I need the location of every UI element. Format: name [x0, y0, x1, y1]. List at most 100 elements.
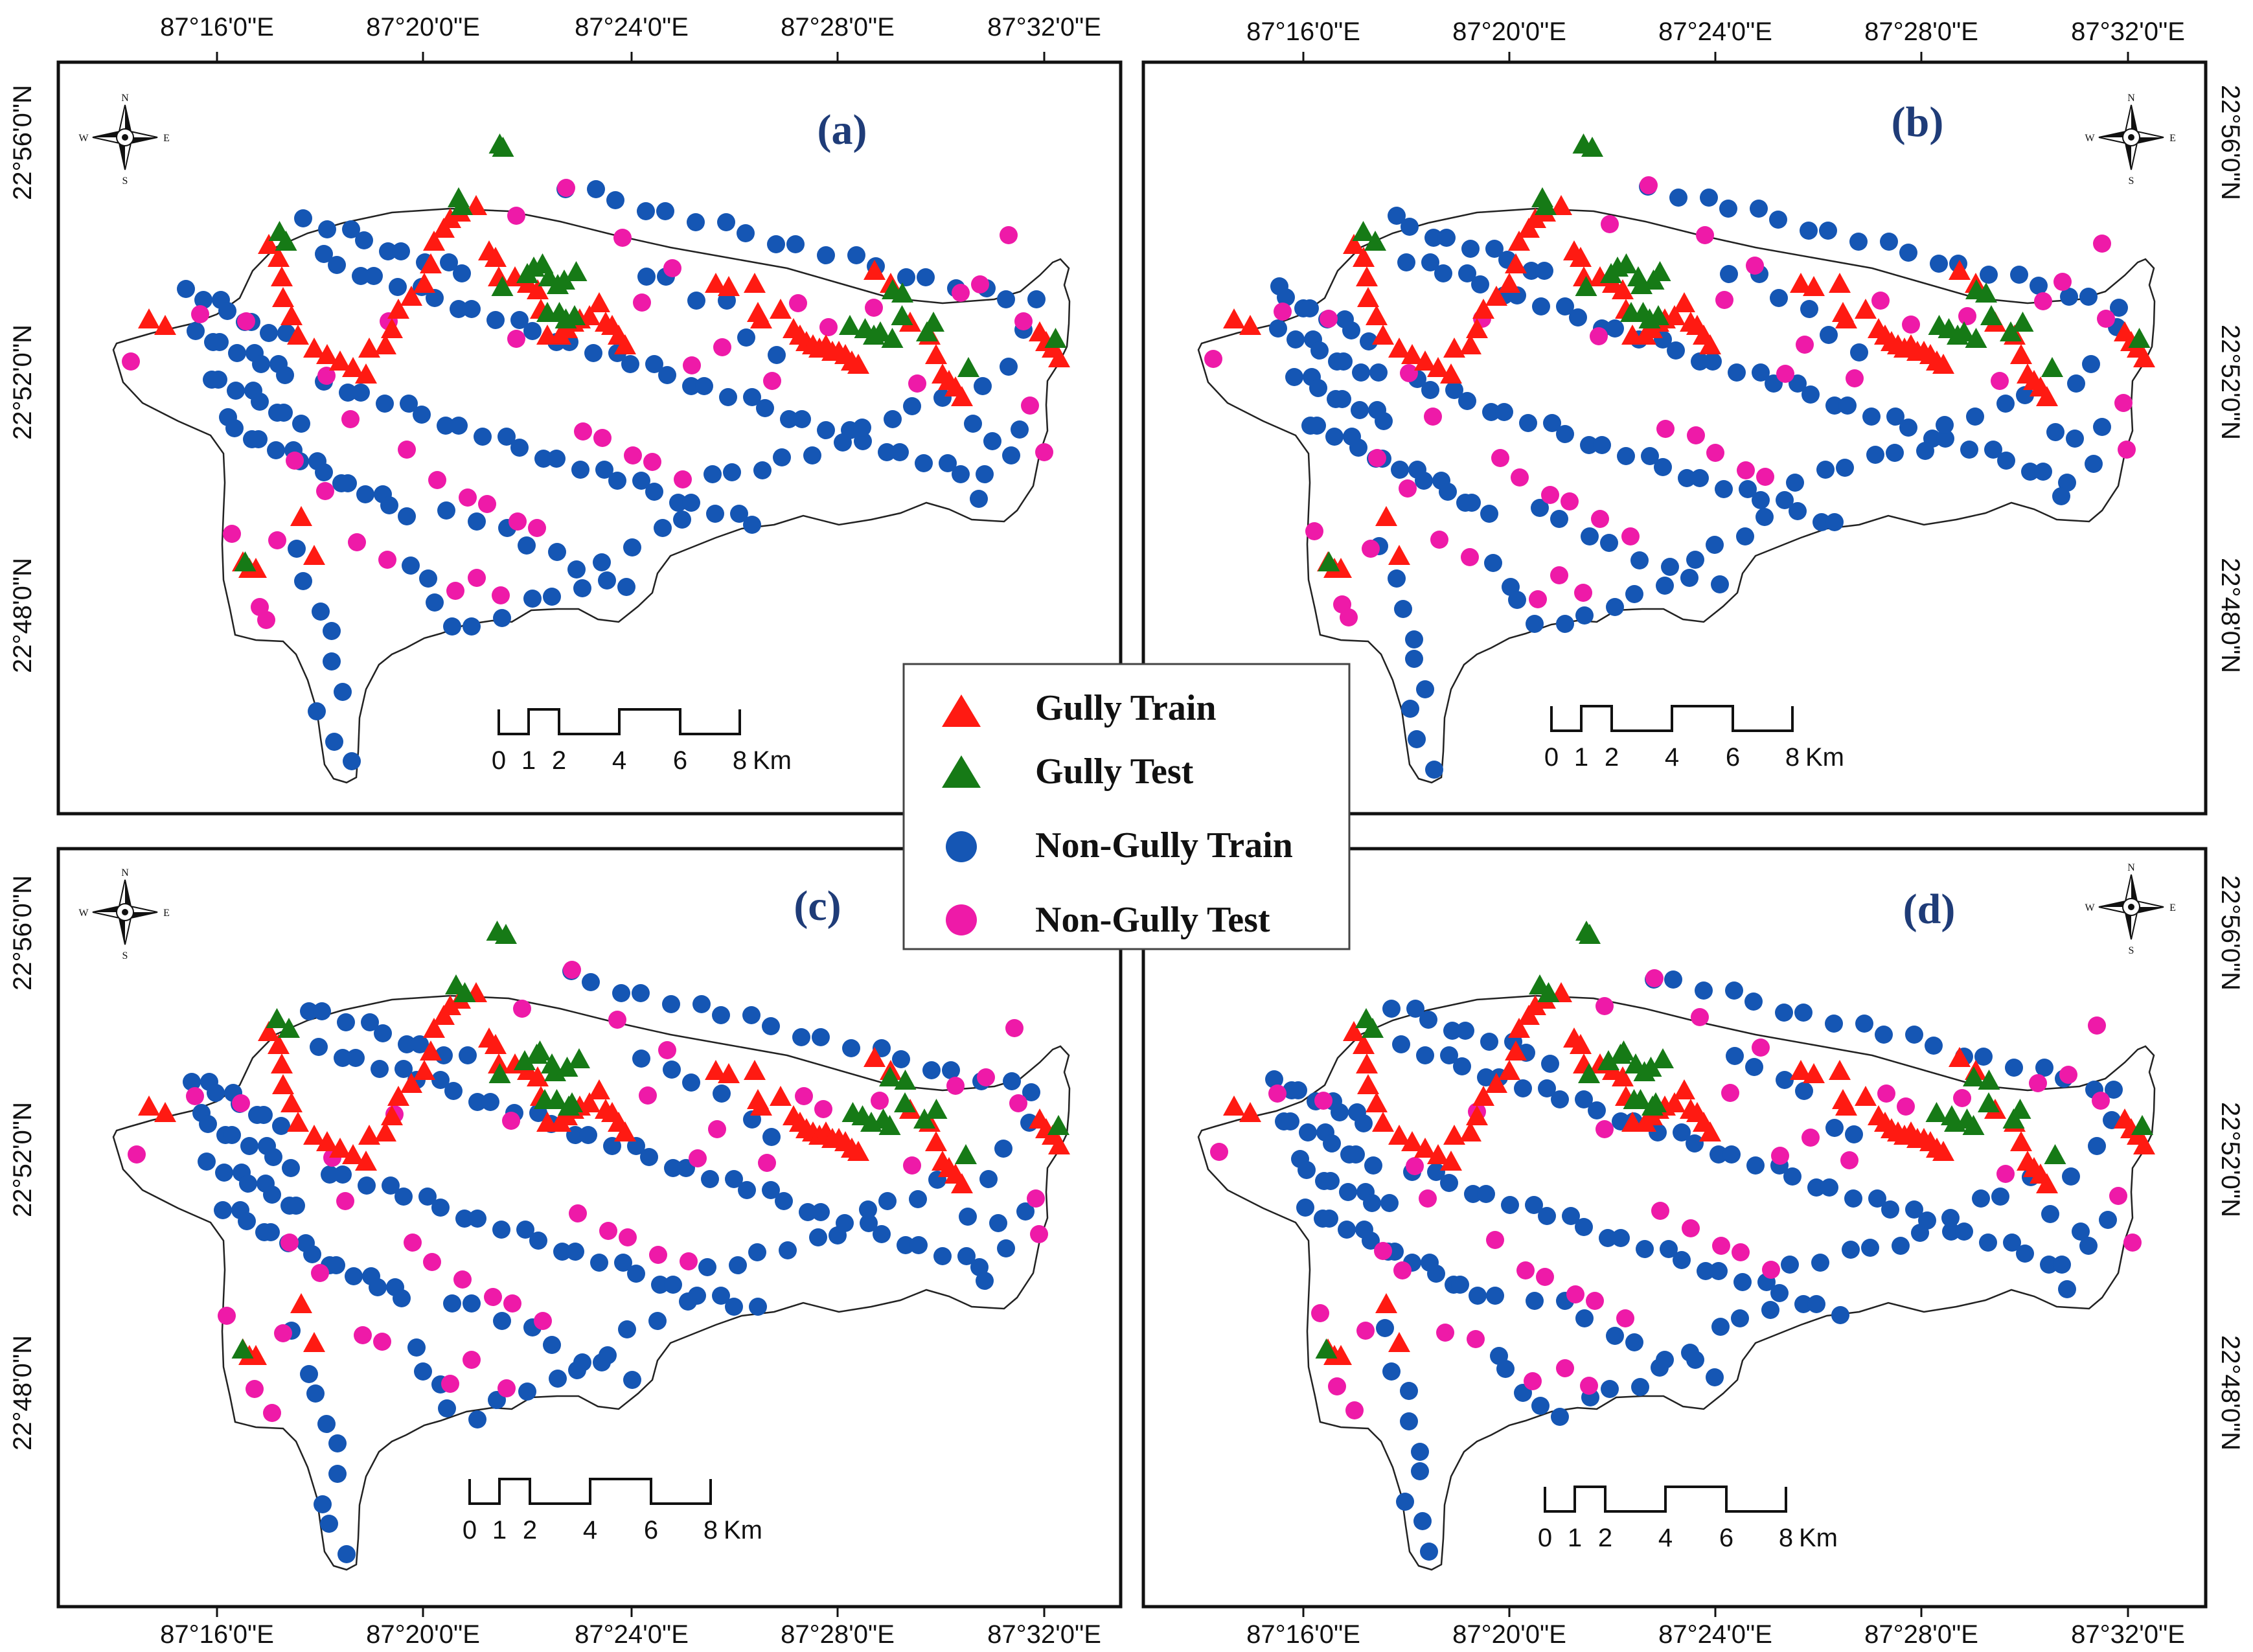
non-gully-train-point — [632, 984, 650, 1002]
non-gully-train-point — [2079, 1237, 2098, 1255]
non-gully-train-point — [1697, 1262, 1715, 1280]
non-gully-train-point — [1606, 319, 1624, 338]
legend-non-gully-test-circle-icon — [946, 904, 977, 935]
non-gully-train-point — [321, 1165, 339, 1184]
gully-test-point — [894, 1092, 916, 1112]
gully-train-point — [374, 334, 396, 354]
panel-a-label: (a) — [818, 106, 867, 154]
gully-test-point — [1315, 1338, 1338, 1359]
gully-train-point — [272, 287, 294, 307]
non-gully-test-point — [563, 961, 581, 979]
non-gully-train-point — [2003, 1233, 2021, 1252]
non-gully-test-point — [1840, 1151, 1858, 1169]
non-gully-test-point — [484, 1288, 502, 1306]
gully-test-point — [1612, 1040, 1635, 1061]
non-gully-train-point — [682, 1073, 700, 1092]
non-gully-train-point — [395, 1187, 413, 1206]
gully-train-point — [2133, 1134, 2155, 1154]
non-gully-train-point — [2021, 463, 2039, 481]
non-gully-train-point — [516, 1221, 534, 1239]
non-gully-test-point — [373, 1333, 391, 1351]
non-gully-train-point — [492, 1221, 510, 1239]
non-gully-train-point — [656, 202, 674, 220]
non-gully-train-point — [249, 430, 268, 448]
right-lower-lat-label-3: 22°48'0"N — [2216, 1335, 2245, 1451]
non-gully-test-point — [1953, 1089, 1971, 1107]
left-upper-lat-label-3: 22°48'0"N — [8, 558, 37, 673]
non-gully-train-point — [518, 536, 536, 555]
non-gully-train-point — [1719, 200, 1737, 218]
svg-text:E: E — [2169, 902, 2176, 913]
non-gully-train-point — [1376, 1319, 1394, 1337]
non-gully-train-point — [809, 1228, 827, 1246]
non-gully-train-point — [1496, 1360, 1515, 1378]
non-gully-train-point — [1936, 416, 1954, 434]
non-gully-train-point — [1601, 1380, 1619, 1398]
gully-train-point — [1485, 1073, 1507, 1093]
non-gully-test-point — [1511, 468, 1529, 487]
gully-train-point — [1790, 1060, 1812, 1080]
non-gully-train-point — [314, 1495, 332, 1513]
svg-text:S: S — [122, 950, 128, 961]
svg-text:8: 8 — [703, 1516, 718, 1544]
non-gully-test-point — [378, 551, 396, 569]
non-gully-train-point — [1310, 341, 1329, 360]
non-gully-test-point — [1340, 608, 1358, 626]
non-gully-train-point — [1437, 229, 1456, 247]
non-gully-train-point — [658, 366, 676, 384]
non-gully-train-point — [706, 505, 724, 523]
gully-train-point — [705, 273, 727, 293]
gully-train-point — [1443, 338, 1465, 358]
non-gully-train-point — [970, 1258, 989, 1276]
gully-test-point — [2011, 312, 2034, 332]
non-gully-train-point — [1277, 288, 1295, 306]
non-gully-test-point — [404, 1233, 422, 1252]
gully-test-point — [514, 1050, 536, 1070]
non-gully-train-point — [1752, 363, 1770, 382]
non-gully-train-point — [1519, 414, 1537, 432]
non-gully-test-point — [1436, 1324, 1454, 1342]
longitude-tick-marks — [216, 52, 2129, 1617]
non-gully-test-point — [1762, 1261, 1780, 1279]
non-gully-train-point — [1351, 401, 1369, 419]
non-gully-test-point — [534, 1312, 552, 1330]
non-gully-test-point — [468, 569, 486, 587]
non-gully-train-point — [1458, 264, 1476, 282]
gully-train-point — [1239, 315, 1261, 335]
gully-train-point — [750, 1096, 772, 1116]
gully-test-point — [1963, 1066, 1985, 1086]
non-gully-train-point — [1349, 439, 1367, 457]
bottom-right-lon-label-1: 87°16'0"E — [1246, 1620, 1360, 1649]
non-gully-test-point — [1328, 1377, 1346, 1395]
non-gully-train-point — [645, 355, 663, 373]
non-gully-train-point — [1706, 1368, 1724, 1386]
non-gully-train-point — [1486, 1287, 1504, 1305]
non-gully-train-point — [1391, 461, 1409, 479]
gully-test-point — [878, 1115, 901, 1135]
non-gully-test-point — [1771, 1147, 1789, 1165]
gully-train-point — [1330, 1345, 1352, 1365]
gully-train-point — [290, 506, 312, 526]
non-gully-train-point — [1397, 253, 1415, 271]
non-gully-train-point — [2085, 455, 2103, 473]
non-gully-train-point — [1789, 502, 1807, 520]
non-gully-train-point — [1421, 381, 1439, 399]
top-right-lon-label-2: 87°20'0"E — [1452, 17, 1566, 46]
non-gully-train-point — [632, 472, 650, 490]
gully-train-point — [1048, 347, 1070, 367]
non-gully-train-point — [553, 1243, 571, 1261]
non-gully-train-point — [300, 1002, 318, 1020]
non-gully-test-point — [218, 1307, 236, 1325]
non-gully-train-point — [664, 1159, 682, 1177]
non-gully-train-point — [1667, 341, 1685, 360]
non-gully-test-point — [1027, 1189, 1045, 1208]
non-gully-test-point — [1706, 444, 1724, 462]
svg-text:E: E — [2169, 133, 2176, 144]
non-gully-train-point — [1736, 527, 1754, 545]
non-gully-train-point — [1406, 1000, 1424, 1018]
non-gully-train-point — [717, 213, 735, 231]
gully-train-point — [1353, 1034, 1375, 1054]
non-gully-train-point — [1575, 1218, 1593, 1236]
non-gully-test-point — [463, 1351, 481, 1369]
non-gully-train-point — [979, 1170, 998, 1188]
